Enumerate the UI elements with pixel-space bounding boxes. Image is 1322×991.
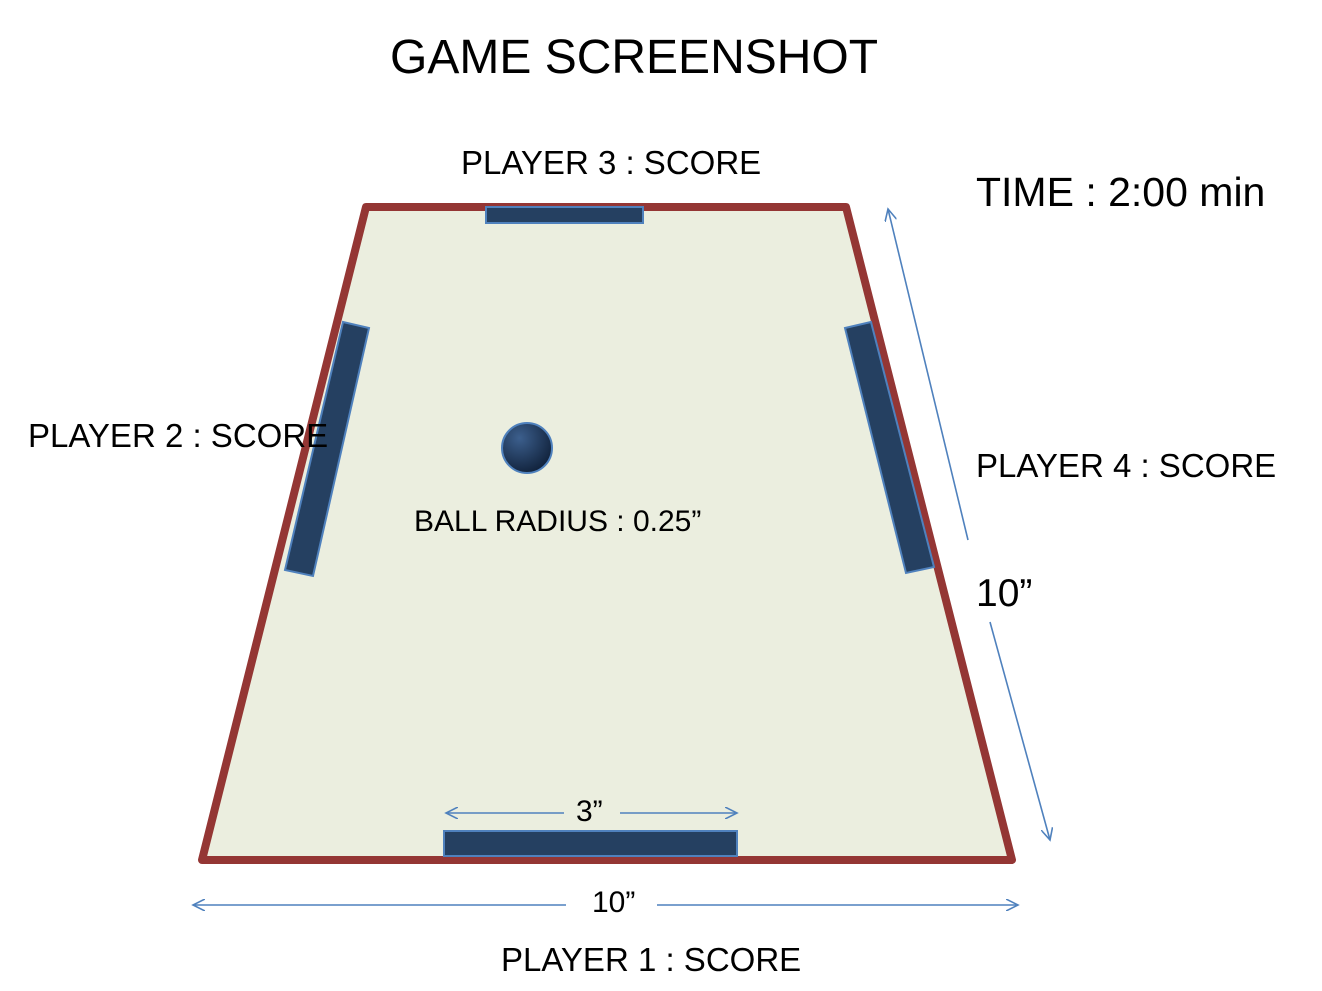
paddle-length-label: 3” — [576, 795, 603, 828]
page-title: GAME SCREENSHOT — [390, 31, 879, 84]
side-dimension-arrow-down — [989, 621, 1050, 840]
paddle-player-4[interactable] — [843, 320, 936, 575]
paddle-player-1[interactable] — [443, 830, 738, 857]
timer-display: TIME : 2:00 min — [976, 169, 1266, 215]
side-dimension-arrow-up — [888, 209, 969, 541]
player-3-score: PLAYER 3 : SCORE — [461, 144, 762, 181]
paddle-player-3[interactable] — [485, 206, 644, 224]
paddle-player-2[interactable] — [283, 320, 371, 578]
player-2-score: PLAYER 2 : SCORE — [28, 417, 329, 454]
court — [198, 203, 1016, 864]
base-length-label: 10” — [592, 886, 636, 919]
player-1-score: PLAYER 1 : SCORE — [501, 941, 802, 978]
ball — [501, 422, 553, 474]
side-length-label: 10” — [976, 572, 1033, 615]
ball-radius-label: BALL RADIUS : 0.25” — [414, 505, 702, 538]
player-4-score: PLAYER 4 : SCORE — [976, 447, 1277, 484]
